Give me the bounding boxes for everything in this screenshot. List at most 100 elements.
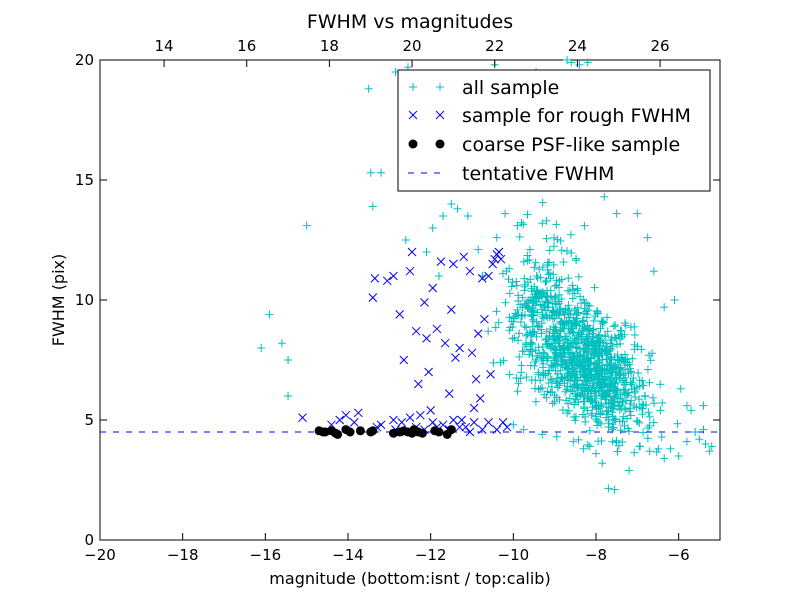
data-point-all-sample xyxy=(587,354,596,363)
data-point-all-sample xyxy=(562,359,571,368)
data-point-all-sample xyxy=(625,407,634,416)
data-point-all-sample xyxy=(599,377,608,386)
data-point-all-sample xyxy=(501,298,510,307)
data-point-all-sample xyxy=(538,342,547,351)
data-point-all-sample xyxy=(531,357,540,366)
data-point-rough-fwhm xyxy=(480,314,489,324)
data-point-all-sample xyxy=(578,316,587,325)
data-point-all-sample xyxy=(552,432,561,441)
data-point-all-sample xyxy=(508,322,517,331)
data-point-all-sample xyxy=(649,418,658,427)
data-point-all-sample xyxy=(529,311,538,320)
data-point-all-sample xyxy=(564,301,573,310)
data-point-all-sample xyxy=(648,349,657,358)
data-point-all-sample xyxy=(545,258,554,267)
data-point-all-sample xyxy=(640,391,649,400)
series-rough-fwhm xyxy=(298,247,512,437)
data-point-all-sample xyxy=(645,447,654,456)
data-point-all-sample xyxy=(580,322,589,331)
data-point-psf-like xyxy=(417,428,427,438)
data-point-all-sample xyxy=(542,334,551,343)
data-point-all-sample xyxy=(555,290,564,299)
data-point-all-sample xyxy=(584,394,593,403)
data-point-all-sample xyxy=(558,307,567,316)
data-point-all-sample xyxy=(511,309,520,318)
x-tick-label: −14 xyxy=(332,546,364,564)
data-point-rough-fwhm xyxy=(335,415,345,425)
data-point-all-sample xyxy=(630,384,639,393)
data-point-all-sample xyxy=(637,345,646,354)
y-tick-label: 10 xyxy=(75,291,94,309)
data-point-all-sample xyxy=(598,383,607,392)
data-point-all-sample xyxy=(621,319,630,328)
data-point-all-sample xyxy=(522,323,531,332)
data-point-all-sample xyxy=(602,364,611,373)
data-point-all-sample xyxy=(566,343,575,352)
data-point-all-sample xyxy=(519,220,528,229)
data-point-all-sample xyxy=(633,209,642,218)
data-point-all-sample xyxy=(581,412,590,421)
data-point-all-sample xyxy=(536,288,545,297)
data-point-all-sample xyxy=(563,409,572,418)
data-point-all-sample xyxy=(570,400,579,409)
data-point-rough-fwhm xyxy=(455,343,464,353)
data-point-all-sample xyxy=(629,374,638,383)
data-point-all-sample xyxy=(612,209,621,218)
data-point-all-sample xyxy=(634,368,643,377)
data-point-all-sample xyxy=(302,221,311,230)
data-point-all-sample xyxy=(531,258,540,267)
legend-entry-rough: sample for rough FWHM xyxy=(408,105,691,127)
data-point-all-sample xyxy=(645,412,654,421)
data-point-all-sample xyxy=(567,365,576,374)
data-point-all-sample xyxy=(530,263,539,272)
data-point-rough-fwhm xyxy=(490,254,500,264)
data-point-all-sample xyxy=(542,293,551,302)
data-point-all-sample xyxy=(544,270,553,279)
data-point-all-sample xyxy=(531,397,540,406)
data-point-all-sample xyxy=(643,423,652,432)
legend-marker-plus xyxy=(409,83,444,91)
data-point-all-sample xyxy=(555,283,564,292)
data-point-rough-fwhm xyxy=(428,283,438,293)
data-point-all-sample xyxy=(583,310,592,319)
data-point-rough-fwhm xyxy=(473,329,483,338)
data-point-all-sample xyxy=(532,286,541,295)
data-marks xyxy=(100,56,720,494)
data-point-all-sample xyxy=(513,221,522,230)
data-point-all-sample xyxy=(600,192,609,201)
data-point-all-sample xyxy=(564,399,573,408)
data-point-all-sample xyxy=(539,314,548,323)
data-point-rough-fwhm xyxy=(475,394,485,403)
data-point-all-sample xyxy=(571,412,580,421)
data-point-all-sample xyxy=(614,331,623,340)
data-point-all-sample xyxy=(568,353,577,362)
data-point-all-sample xyxy=(447,200,456,208)
data-point-all-sample xyxy=(566,386,575,395)
data-point-all-sample xyxy=(643,233,652,242)
data-point-all-sample xyxy=(505,289,514,298)
data-point-all-sample xyxy=(598,407,607,416)
legend-marker-dot xyxy=(408,139,445,149)
data-point-all-sample xyxy=(439,212,448,220)
data-point-all-sample xyxy=(597,317,606,326)
data-point-psf-like xyxy=(333,429,343,439)
data-point-all-sample xyxy=(674,452,683,460)
data-point-all-sample xyxy=(484,327,493,336)
data-point-all-sample xyxy=(578,379,587,388)
data-point-all-sample xyxy=(504,275,513,284)
data-point-all-sample xyxy=(583,58,592,67)
data-point-all-sample xyxy=(603,313,612,322)
data-point-rough-fwhm xyxy=(389,415,398,425)
data-point-all-sample xyxy=(558,352,567,361)
chart-title: FWHM vs magnitudes xyxy=(307,11,513,33)
data-point-all-sample xyxy=(520,322,529,331)
data-point-all-sample xyxy=(632,416,641,425)
data-point-all-sample xyxy=(595,386,604,395)
data-point-all-sample xyxy=(505,370,514,379)
data-point-all-sample xyxy=(567,249,576,258)
data-point-all-sample xyxy=(609,402,618,411)
data-point-all-sample xyxy=(560,348,569,357)
data-point-all-sample xyxy=(639,401,648,410)
data-point-rough-fwhm xyxy=(449,259,458,269)
data-point-all-sample xyxy=(618,397,627,406)
